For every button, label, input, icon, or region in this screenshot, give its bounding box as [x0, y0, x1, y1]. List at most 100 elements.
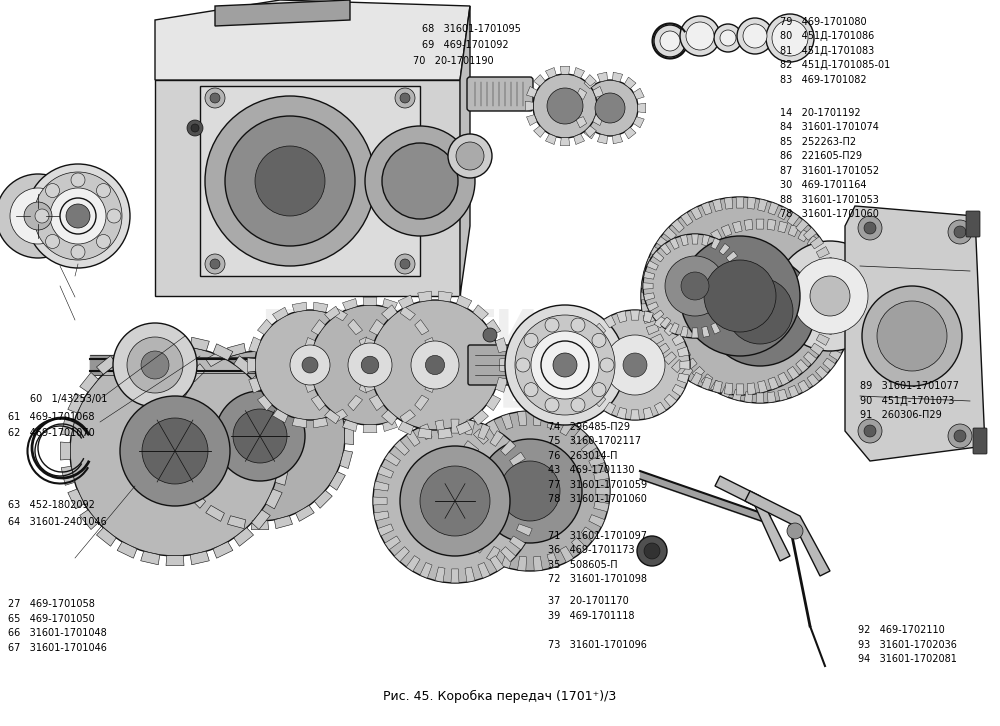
Circle shape	[191, 124, 199, 132]
Polygon shape	[593, 394, 606, 407]
Polygon shape	[521, 481, 536, 491]
Polygon shape	[495, 338, 508, 353]
Polygon shape	[691, 207, 702, 220]
Circle shape	[373, 419, 537, 583]
Circle shape	[644, 543, 660, 559]
Polygon shape	[815, 243, 828, 256]
Text: Рис. 45. Коробка передач (1701⁺)/3: Рис. 45. Коробка передач (1701⁺)/3	[383, 690, 617, 703]
Polygon shape	[527, 86, 537, 97]
Circle shape	[545, 398, 559, 412]
Polygon shape	[816, 247, 829, 258]
Circle shape	[580, 310, 690, 420]
Text: 78   31601-1701060: 78 31601-1701060	[780, 209, 879, 219]
Circle shape	[654, 25, 686, 57]
Circle shape	[541, 341, 589, 389]
Text: 37   20-1701170: 37 20-1701170	[548, 596, 629, 606]
Text: 39   469-1701118: 39 469-1701118	[548, 611, 635, 621]
Polygon shape	[816, 334, 829, 346]
Polygon shape	[747, 383, 756, 395]
Polygon shape	[691, 372, 702, 386]
Polygon shape	[756, 393, 764, 403]
Circle shape	[524, 383, 538, 396]
Polygon shape	[732, 261, 743, 270]
Polygon shape	[643, 407, 653, 419]
Polygon shape	[166, 428, 175, 444]
Polygon shape	[517, 556, 527, 571]
Circle shape	[255, 146, 325, 216]
Polygon shape	[166, 336, 184, 346]
Polygon shape	[593, 86, 603, 97]
Polygon shape	[767, 219, 776, 230]
Polygon shape	[394, 547, 409, 562]
Polygon shape	[638, 103, 646, 113]
Polygon shape	[711, 238, 720, 249]
Polygon shape	[359, 378, 371, 393]
Circle shape	[26, 164, 130, 268]
Polygon shape	[643, 311, 653, 322]
Polygon shape	[325, 306, 340, 320]
Circle shape	[120, 396, 230, 506]
Text: 80   451Д-1701086: 80 451Д-1701086	[780, 31, 874, 41]
Polygon shape	[713, 199, 722, 211]
Circle shape	[877, 301, 947, 371]
Polygon shape	[643, 269, 655, 278]
Polygon shape	[767, 392, 776, 403]
Circle shape	[531, 331, 599, 399]
Text: 71   31601-1701097: 71 31601-1701097	[548, 531, 647, 541]
Circle shape	[370, 300, 500, 430]
Circle shape	[553, 353, 577, 377]
Polygon shape	[378, 466, 394, 478]
Polygon shape	[597, 134, 607, 144]
Circle shape	[348, 343, 392, 387]
Polygon shape	[343, 420, 357, 431]
Circle shape	[187, 120, 203, 136]
Polygon shape	[406, 555, 420, 571]
Circle shape	[46, 184, 60, 197]
Polygon shape	[167, 450, 180, 468]
Polygon shape	[724, 383, 733, 395]
Circle shape	[605, 335, 665, 395]
Polygon shape	[736, 384, 744, 395]
Text: 73   31601-1701096: 73 31601-1701096	[548, 640, 647, 650]
Polygon shape	[313, 302, 328, 312]
Circle shape	[737, 18, 773, 54]
Polygon shape	[430, 358, 438, 372]
Circle shape	[456, 142, 484, 170]
Text: 94   31601-1702081: 94 31601-1702081	[858, 654, 957, 664]
Polygon shape	[572, 429, 587, 444]
Polygon shape	[670, 283, 682, 293]
Polygon shape	[369, 319, 384, 335]
Polygon shape	[296, 351, 314, 367]
Polygon shape	[425, 378, 436, 393]
Polygon shape	[574, 134, 585, 144]
Polygon shape	[631, 410, 639, 420]
Circle shape	[743, 24, 767, 48]
Polygon shape	[534, 126, 545, 137]
Polygon shape	[828, 292, 839, 300]
Polygon shape	[369, 395, 384, 411]
Circle shape	[510, 340, 560, 390]
Circle shape	[792, 258, 868, 334]
Polygon shape	[141, 337, 160, 351]
Polygon shape	[574, 68, 585, 78]
Polygon shape	[692, 234, 698, 244]
Circle shape	[505, 305, 625, 425]
Polygon shape	[490, 431, 504, 446]
Polygon shape	[788, 386, 799, 397]
Circle shape	[704, 260, 776, 332]
Polygon shape	[188, 490, 206, 508]
Polygon shape	[726, 310, 738, 321]
Circle shape	[775, 241, 885, 351]
Text: 72   31601-1701098: 72 31601-1701098	[548, 574, 647, 584]
Polygon shape	[560, 420, 574, 436]
Polygon shape	[681, 367, 693, 380]
Circle shape	[766, 14, 814, 62]
Polygon shape	[644, 272, 655, 280]
Circle shape	[483, 328, 497, 342]
Polygon shape	[251, 521, 269, 529]
Polygon shape	[547, 414, 559, 429]
Polygon shape	[654, 315, 666, 328]
Circle shape	[205, 96, 375, 266]
Text: 86   221605-П29: 86 221605-П29	[780, 151, 862, 161]
Polygon shape	[363, 298, 377, 306]
